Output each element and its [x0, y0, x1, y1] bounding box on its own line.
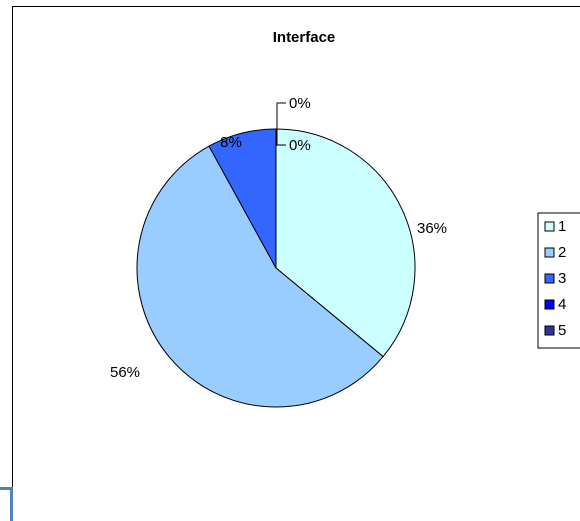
leader-line-4 [276, 102, 286, 129]
leader-line-5 [276, 129, 286, 146]
legend-label-2: 2 [558, 244, 566, 261]
slice-label-3: 8% [220, 134, 242, 151]
slice-label-4: 0% [289, 95, 311, 112]
slice-labels: 36% 56% 8% 0% 0% [110, 95, 447, 381]
pie-slice-3 [208, 128, 277, 269]
slice-label-1: 36% [417, 220, 447, 237]
slice-label-5: 0% [289, 137, 311, 154]
legend-label-1: 1 [558, 218, 566, 235]
pie-slice-2 [136, 145, 384, 408]
legend-swatch-5 [544, 325, 555, 336]
legend: 1 2 3 4 5 [537, 212, 580, 349]
legend-swatch-4 [544, 299, 555, 310]
legend-label-5: 5 [558, 322, 566, 339]
window-edge-line [0, 487, 12, 490]
leader-lines [276, 102, 286, 146]
window-edge-bar [10, 487, 13, 521]
pie-slices [136, 128, 416, 408]
legend-swatch-3 [544, 273, 555, 284]
legend-swatch-2 [544, 247, 555, 258]
legend-label-4: 4 [558, 296, 566, 313]
legend-label-3: 3 [558, 270, 566, 287]
legend-swatch-1 [544, 221, 555, 232]
slice-label-2: 56% [110, 364, 140, 381]
chart-title: Interface [273, 29, 336, 46]
pie-slice-1 [275, 128, 416, 358]
